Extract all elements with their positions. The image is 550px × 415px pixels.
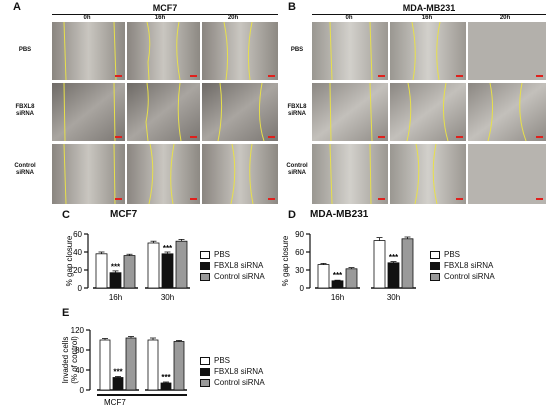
panel-a-title-rule [52,14,278,15]
chart-c-category-label: 30h [161,293,174,302]
panel-b-title: MDA-MB231 [402,3,456,13]
micrograph-b-control-0h [312,144,388,204]
chart-d-significance: *** [333,271,343,280]
chart-c-bar-fbxl8-sirna [109,272,122,289]
panel-b-title-rule [312,14,546,15]
micrograph-a-fbxl8-20h [202,83,278,141]
chart-d-significance: *** [389,253,399,262]
chart-e-xlabel: MCF7 [104,398,126,407]
legend-d: PBS FBXL8 siRNA Control siRNA [430,249,495,282]
chart-e-bar-fbxl8-sirna [112,377,124,391]
legend-e-pbs: PBS [200,355,265,366]
panel-b-row-label-control: Control siRNA [286,163,308,176]
chart-c-ylabel: % gap closure [65,235,74,286]
micrograph-a-fbxl8-16h [127,83,200,141]
chart-d-ytick-label: 90 [295,230,304,239]
chart-c-category-label: 16h [109,293,122,302]
micrograph-b-fbxl8-0h [312,83,388,141]
panel-a-time-1: 16h [154,15,166,21]
chart-d-ytick-label: 30 [295,266,304,275]
chart-e-significance: *** [161,373,171,382]
legend-e: PBS FBXL8 siRNA Control siRNA [200,355,265,388]
micrograph-b-control-20h [468,144,546,204]
panel-b-time-1: 16h [421,15,433,21]
panel-a-micrograph-grid [52,22,278,204]
panel-letter-c: C [62,209,70,221]
micrograph-b-pbs-0h [312,22,388,80]
legend-d-pbs: PBS [430,249,495,260]
chart-c: % gap closure 0 20 40 60 *** 16h *** 30h [65,230,190,302]
chart-d-ylabel: % gap closure [281,235,290,286]
legend-c-fbxl8: FBXL8 siRNA [200,260,265,271]
chart-d-bar-fbxl8-sirna [331,280,344,289]
chart-d-bar-control-sirna [401,238,414,289]
chart-d-ytick-label: 60 [295,248,304,257]
chart-c-ytick-label: 0 [78,284,83,293]
panel-letter-d: D [288,209,296,221]
chart-c-ytick-label: 40 [73,248,82,257]
panel-a-row-label-control: Control siRNA [14,163,36,176]
legend-d-fbxl8: FBXL8 siRNA [430,260,495,271]
chart-e-ytick-label: 40 [75,366,84,375]
legend-e-fbxl8: FBXL8 siRNA [200,366,265,377]
chart-e-ytick-label: 0 [80,386,85,395]
chart-d-category-label: 30h [387,293,400,302]
panel-a-time-2: 20h [227,15,239,21]
chart-d-ytick-label: 0 [300,284,305,293]
chart-e-ytick-label: 80 [75,346,84,355]
chart-e: Invaded cells(% of control)0 40 80 120 *** **… [61,326,187,407]
chart-e-ytick-label: 120 [71,326,85,335]
panel-b-time-2: 20h [499,15,511,21]
micrograph-a-pbs-20h [202,22,278,80]
micrograph-a-control-20h [202,144,278,204]
legend-c: PBS FBXL8 siRNA Control siRNA [200,249,265,282]
chart-e-bar-pbs [147,339,159,391]
chart-c-bar-control-sirna [123,255,136,289]
panel-a-time-0: 0h [83,15,91,21]
chart-e-bar-pbs [99,339,111,391]
panel-a-row-label-pbs: PBS [18,47,32,53]
micrograph-b-fbxl8-20h [468,83,546,141]
micrograph-a-pbs-16h [127,22,200,80]
panel-b-row-label-pbs: PBS [290,47,304,53]
chart-e-bar-fbxl8-sirna [160,382,172,391]
chart-c-significance: *** [163,244,173,253]
micrograph-b-pbs-16h [390,22,466,80]
chart-d-bar-fbxl8-sirna [387,262,400,289]
legend-c-control: Control siRNA [200,271,265,282]
chart-c-significance: *** [111,263,121,272]
panel-b-micrograph-grid [312,22,546,204]
chart-d: % gap closure 0 30 60 90 *** 16h *** 30h [281,230,416,302]
chart-c-bar-pbs [147,242,160,289]
chart-d-bar-pbs [317,264,330,289]
chart-e-bar-control-sirna [173,341,185,391]
chart-d-bar-pbs [373,240,386,289]
legend-c-pbs: PBS [200,249,265,260]
chart-c-ytick-label: 60 [73,230,82,239]
chart-c-bar-control-sirna [175,240,188,289]
panel-b-time-0: 0h [345,15,353,21]
micrograph-a-control-16h [127,144,200,204]
chart-d-bar-control-sirna [345,268,358,289]
chart-c-title: MCF7 [110,209,138,220]
chart-d-category-label: 16h [331,293,344,302]
panel-letter-e: E [62,307,70,319]
panel-letter-b: B [288,1,296,13]
legend-d-control: Control siRNA [430,271,495,282]
panel-b-row-label-fbxl8: FBXL8 siRNA [287,104,307,117]
panel-a-row-label-fbxl8: FBXL8 siRNA [15,104,35,117]
chart-c-bar-fbxl8-sirna [161,253,174,289]
micrograph-b-fbxl8-16h [390,83,466,141]
chart-c-ytick-label: 20 [73,266,82,275]
panel-a-title: MCF7 [152,3,178,13]
micrograph-b-pbs-20h [468,22,546,80]
chart-c-bar-pbs [95,253,108,289]
micrograph-b-control-16h [390,144,466,204]
chart-d-title: MDA-MB231 [310,209,369,220]
chart-e-ylabel: Invaded cells(% of control) [61,336,79,384]
panel-letter-a: A [13,1,21,13]
chart-e-bar-control-sirna [125,337,137,391]
chart-e-significance: *** [113,368,123,377]
legend-e-control: Control siRNA [200,377,265,388]
